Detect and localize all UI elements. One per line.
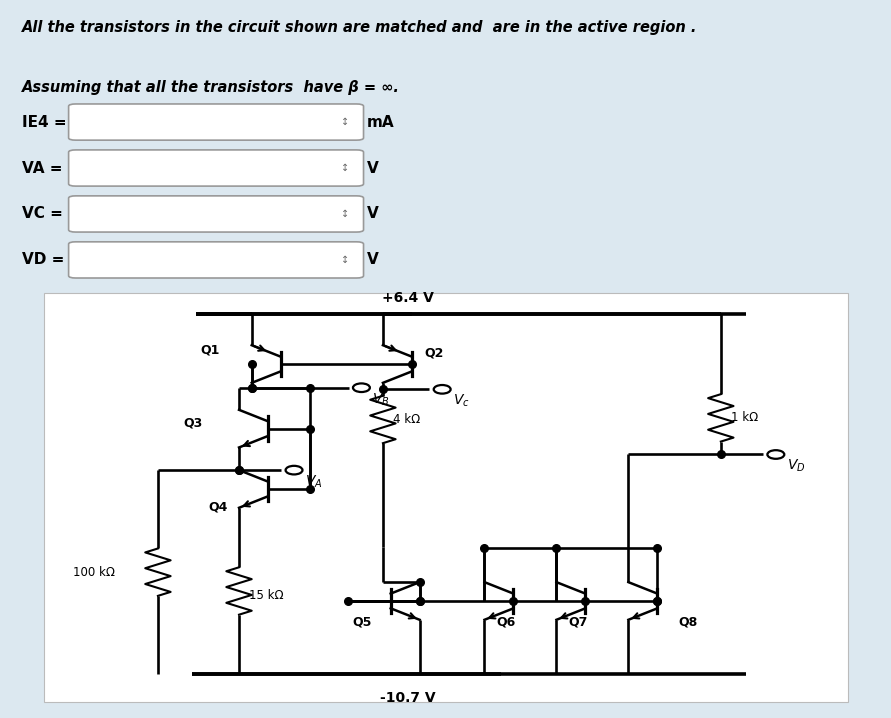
FancyBboxPatch shape bbox=[69, 196, 364, 232]
Text: 15 kΩ: 15 kΩ bbox=[249, 589, 284, 602]
Text: -10.7 V: -10.7 V bbox=[380, 691, 436, 705]
Text: mA: mA bbox=[367, 115, 395, 129]
Text: V: V bbox=[367, 253, 379, 267]
Text: V: V bbox=[367, 207, 379, 221]
Text: +6.4 V: +6.4 V bbox=[381, 291, 434, 305]
Text: Q1: Q1 bbox=[200, 343, 219, 356]
Text: Q2: Q2 bbox=[425, 346, 444, 359]
Text: Q7: Q7 bbox=[568, 616, 588, 629]
Text: $V_A$: $V_A$ bbox=[305, 474, 323, 490]
Text: ↕: ↕ bbox=[341, 117, 349, 127]
Text: 1 kΩ: 1 kΩ bbox=[731, 411, 758, 424]
Text: Q5: Q5 bbox=[353, 616, 372, 629]
Text: $V_c$: $V_c$ bbox=[454, 393, 470, 409]
Text: Q4: Q4 bbox=[208, 500, 228, 513]
Text: ↕: ↕ bbox=[341, 255, 349, 265]
FancyBboxPatch shape bbox=[69, 104, 364, 140]
Circle shape bbox=[353, 383, 370, 392]
Text: ↕: ↕ bbox=[341, 163, 349, 173]
Text: Q3: Q3 bbox=[184, 416, 202, 429]
Text: 100 kΩ: 100 kΩ bbox=[73, 566, 115, 579]
FancyBboxPatch shape bbox=[69, 150, 364, 186]
Text: VC =: VC = bbox=[22, 207, 63, 221]
Text: VD =: VD = bbox=[22, 253, 65, 267]
Text: $V_D$: $V_D$ bbox=[787, 458, 805, 475]
Text: ↕: ↕ bbox=[341, 209, 349, 219]
Text: 4 kΩ: 4 kΩ bbox=[393, 413, 421, 426]
Text: Q8: Q8 bbox=[679, 616, 698, 629]
Text: IE4 =: IE4 = bbox=[22, 115, 67, 129]
FancyBboxPatch shape bbox=[69, 242, 364, 278]
Text: Q6: Q6 bbox=[496, 616, 516, 629]
Text: $V_B$: $V_B$ bbox=[372, 391, 390, 408]
Text: All the transistors in the circuit shown are matched and  are in the active regi: All the transistors in the circuit shown… bbox=[22, 20, 698, 35]
Text: V: V bbox=[367, 161, 379, 175]
Circle shape bbox=[434, 385, 451, 393]
Circle shape bbox=[286, 466, 303, 475]
Text: VA =: VA = bbox=[22, 161, 62, 175]
Circle shape bbox=[767, 450, 784, 459]
Text: Assuming that all the transistors  have β = ∞.: Assuming that all the transistors have β… bbox=[22, 80, 400, 95]
